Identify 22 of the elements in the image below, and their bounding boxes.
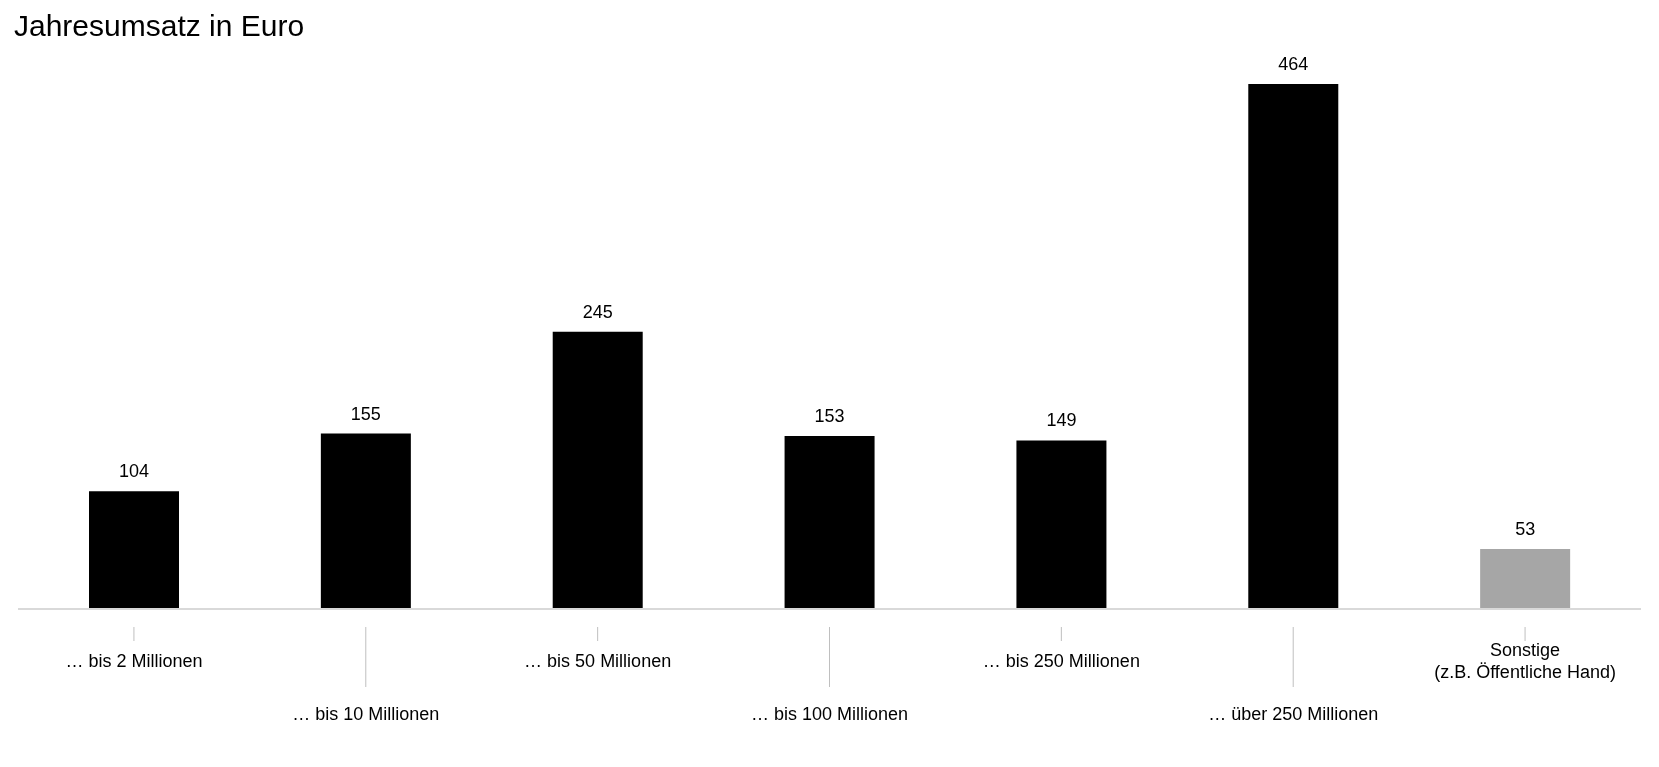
x-tick-label: … bis 50 Millionen [524, 651, 672, 671]
data-label: 153 [814, 405, 845, 426]
data-label: 155 [350, 403, 381, 424]
x-tick-label: … bis 250 Millionen [982, 651, 1140, 671]
bar [784, 435, 875, 609]
bar [1480, 549, 1571, 609]
data-label: 104 [118, 461, 150, 482]
bar [1016, 440, 1107, 609]
data-label: 149 [1046, 410, 1077, 431]
x-tick-label: Sonstige (z.B. Öffentliche Hand) [1434, 640, 1616, 682]
bar [89, 491, 179, 609]
x-tick-label: … bis 10 Millionen [292, 704, 440, 724]
data-label: 464 [1278, 54, 1309, 74]
data-label: 245 [582, 301, 613, 322]
bar [320, 433, 411, 609]
x-tick-label: … über 250 Millionen [1208, 704, 1379, 724]
chart-title: Jahresumsatz in Euro [13, 8, 306, 44]
bar [552, 331, 643, 609]
x-tick-label: … bis 2 Millionen [65, 651, 203, 671]
bar [1248, 84, 1339, 609]
data-label: 53 [1515, 519, 1536, 540]
x-tick-label: … bis 100 Millionen [750, 704, 909, 724]
